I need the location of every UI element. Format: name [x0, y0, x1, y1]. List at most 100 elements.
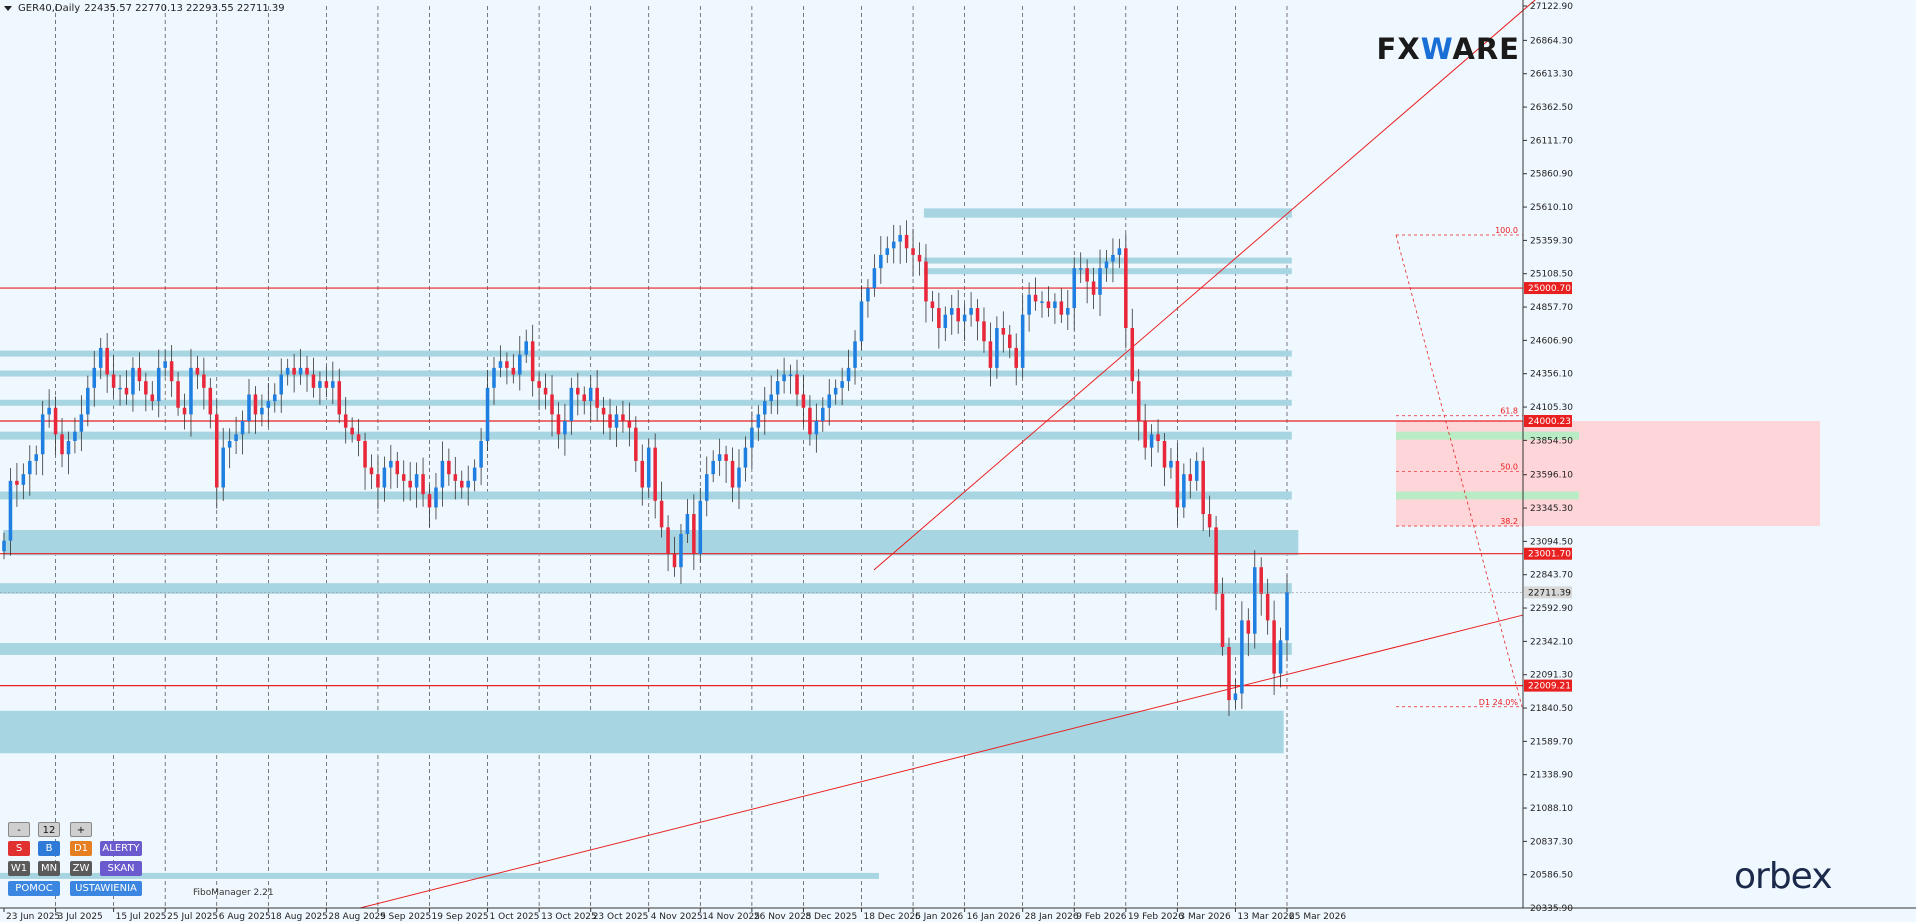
price-tick-label: 20837.30 [1530, 837, 1573, 847]
bull-candle [782, 374, 786, 382]
bear-candle [214, 414, 219, 488]
bull-candle [569, 387, 574, 422]
bull-candle [698, 500, 703, 554]
fxware-logo: FXWARE [1376, 32, 1520, 66]
bear-candle [356, 434, 361, 441]
fibo-manager-label: FiboManager 2.21 [193, 888, 274, 898]
time-tick-label: 9 Feb 2026 [1076, 912, 1127, 922]
settings-button[interactable]: USTAWIENIA [70, 881, 142, 896]
bear-candle [1220, 593, 1225, 647]
bull-candle [1285, 592, 1289, 641]
bull-candle [382, 467, 387, 488]
bear-candle [395, 460, 400, 475]
timeframe-w1-button[interactable]: W1 [8, 861, 30, 876]
bear-candle [176, 381, 180, 408]
zw-button[interactable]: ZW [70, 861, 92, 876]
value-field[interactable]: 12 [38, 822, 60, 837]
dropdown-arrow-icon[interactable] [4, 6, 12, 11]
trendline-up [873, 0, 1536, 571]
time-tick-label: 3 Jul 2025 [58, 912, 103, 922]
bull-candle [131, 367, 135, 395]
bear-candle [724, 454, 728, 461]
green-zone [1396, 491, 1579, 500]
bear-candle [459, 480, 464, 488]
alerts-button[interactable]: ALERTY [100, 841, 142, 856]
bull-candle [750, 427, 754, 448]
bear-candle [253, 394, 258, 415]
price-tick-label: 23345.30 [1530, 504, 1573, 514]
bull-candle [221, 447, 225, 488]
bear-candle [930, 301, 935, 309]
price-label-text: 24000.23 [1528, 417, 1571, 427]
time-tick-label: 9 Sep 2025 [380, 912, 431, 922]
bull-candle [853, 341, 857, 368]
price-tick-label: 23854.50 [1530, 436, 1573, 446]
time-tick-label: 14 Nov 2025 [702, 912, 760, 922]
sell-button[interactable]: S [8, 841, 30, 856]
fib-level-label: 61.8 [1500, 407, 1518, 416]
bull-candle [189, 367, 193, 415]
help-button[interactable]: POMOC [8, 881, 60, 896]
buy-button[interactable]: B [38, 841, 60, 856]
bear-candle [1214, 527, 1218, 594]
time-tick-label: 16 Jan 2026 [967, 912, 1021, 922]
bull-candle [389, 460, 393, 468]
bull-candle [98, 347, 103, 368]
price-tick-label: 26111.70 [1530, 136, 1573, 146]
bear-candle [543, 387, 548, 395]
bear-candle [1001, 328, 1006, 335]
decrease-button[interactable]: - [8, 822, 30, 837]
support-zone [0, 431, 1292, 440]
timeframe-d1-button[interactable]: D1 [70, 841, 92, 856]
bull-candle [518, 354, 522, 375]
bull-candle [28, 460, 32, 475]
price-label-text: 25000.70 [1528, 284, 1571, 294]
bear-candle [505, 361, 509, 368]
bull-candle [775, 381, 780, 395]
bear-candle [1246, 620, 1251, 634]
bear-candle [137, 367, 142, 382]
bear-candle [292, 367, 296, 375]
orbex-logo: orbex [1734, 856, 1832, 897]
bull-candle [1169, 460, 1173, 468]
bear-candle [1059, 301, 1064, 315]
bear-candle [182, 407, 187, 415]
bull-candle [646, 447, 651, 488]
bull-candle [1053, 301, 1057, 309]
bear-candle [1143, 421, 1147, 448]
time-tick-label: 6 Aug 2025 [219, 912, 271, 922]
time-tick-label: 1 Oct 2025 [490, 912, 540, 922]
bull-candle [247, 394, 251, 422]
timeframe-mn-button[interactable]: MN [38, 861, 60, 876]
bull-candle [79, 414, 84, 432]
bull-candle [86, 387, 90, 415]
bull-candle [524, 341, 528, 355]
scan-button[interactable]: SKAN [100, 861, 142, 876]
price-label-text: 22009.21 [1528, 682, 1571, 692]
bear-candle [956, 308, 960, 322]
bear-candle [1188, 474, 1193, 481]
bull-candle [846, 367, 851, 382]
fib-level-label: 38.2 [1500, 517, 1518, 526]
increase-button[interactable]: + [70, 822, 92, 837]
time-tick-label: 25 Mar 2026 [1289, 912, 1346, 922]
bear-candle [692, 514, 696, 554]
bull-candle [840, 381, 844, 388]
support-zone [0, 872, 879, 879]
bull-candle [318, 381, 322, 388]
time-tick-label: 25 Jul 2025 [167, 912, 218, 922]
price-label-badge [1524, 547, 1572, 560]
bear-candle [1085, 268, 1089, 282]
bear-candle [337, 381, 342, 415]
bear-candle [1156, 434, 1160, 441]
bull-candle [1111, 254, 1115, 262]
bull-candle [1078, 268, 1083, 270]
bear-candle [311, 374, 316, 388]
bear-candle [363, 440, 367, 468]
bull-candle [859, 301, 864, 342]
bear-candle [1007, 334, 1012, 348]
bull-candle [234, 434, 238, 441]
bull-candle [285, 367, 290, 375]
